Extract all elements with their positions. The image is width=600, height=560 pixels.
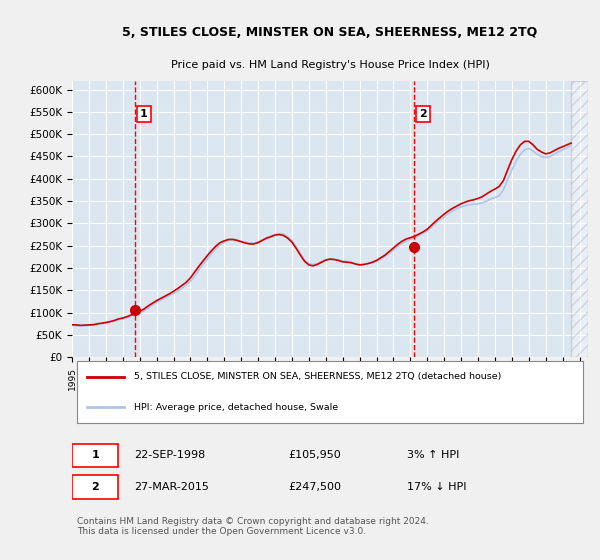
Text: 2: 2	[419, 109, 427, 119]
Text: 2: 2	[91, 482, 99, 492]
Text: Contains HM Land Registry data © Crown copyright and database right 2024.
This d: Contains HM Land Registry data © Crown c…	[77, 517, 429, 536]
Text: 5, STILES CLOSE, MINSTER ON SEA, SHEERNESS, ME12 2TQ: 5, STILES CLOSE, MINSTER ON SEA, SHEERNE…	[122, 26, 538, 39]
Text: 17% ↓ HPI: 17% ↓ HPI	[407, 482, 467, 492]
Text: 22-SEP-1998: 22-SEP-1998	[134, 450, 205, 460]
FancyBboxPatch shape	[77, 361, 583, 423]
Text: 1: 1	[91, 450, 99, 460]
FancyBboxPatch shape	[72, 444, 118, 467]
Text: £247,500: £247,500	[289, 482, 342, 492]
Text: HPI: Average price, detached house, Swale: HPI: Average price, detached house, Swal…	[134, 403, 338, 412]
Text: £105,950: £105,950	[289, 450, 341, 460]
Bar	[571, 81, 588, 357]
Text: 3% ↑ HPI: 3% ↑ HPI	[407, 450, 460, 460]
Text: 5, STILES CLOSE, MINSTER ON SEA, SHEERNESS, ME12 2TQ (detached house): 5, STILES CLOSE, MINSTER ON SEA, SHEERNE…	[134, 372, 501, 381]
Text: 1: 1	[140, 109, 148, 119]
Text: 27-MAR-2015: 27-MAR-2015	[134, 482, 209, 492]
Text: Price paid vs. HM Land Registry's House Price Index (HPI): Price paid vs. HM Land Registry's House …	[170, 60, 490, 69]
FancyBboxPatch shape	[72, 475, 118, 498]
